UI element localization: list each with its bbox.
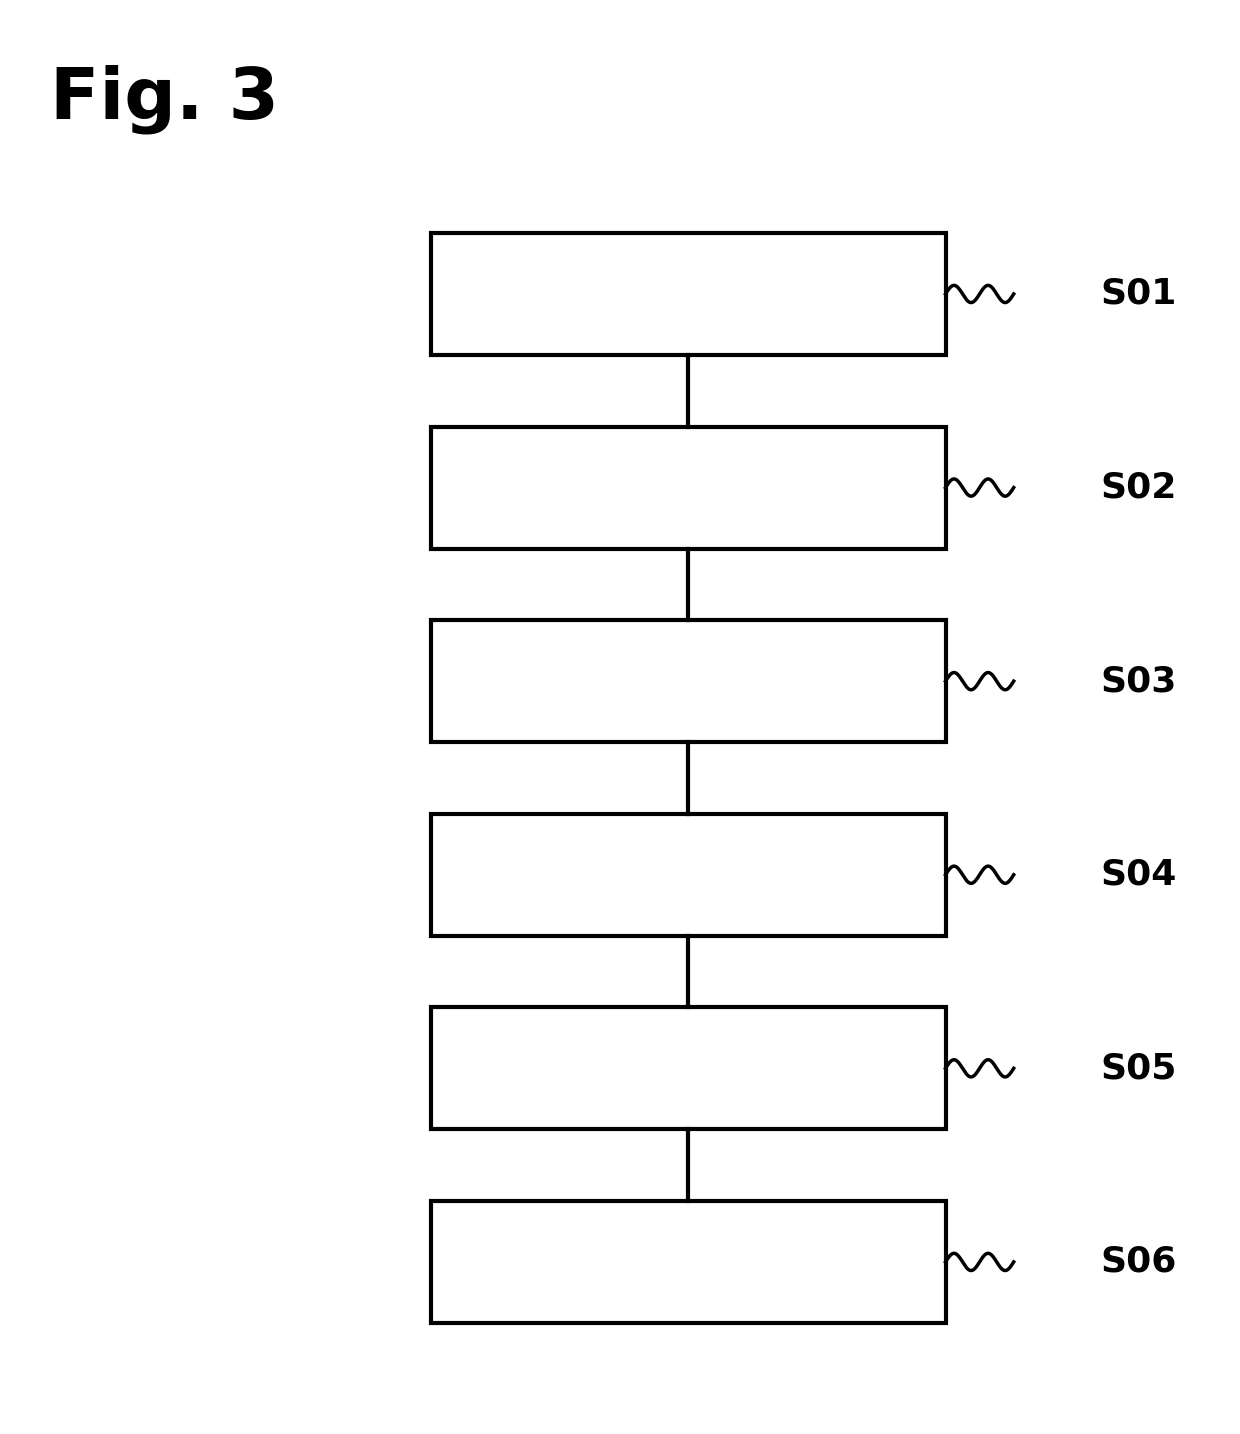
Text: S02: S02 (1101, 470, 1177, 505)
FancyBboxPatch shape (432, 1007, 945, 1130)
Text: S05: S05 (1101, 1051, 1177, 1086)
Text: S01: S01 (1101, 277, 1177, 311)
FancyBboxPatch shape (432, 815, 945, 935)
Text: Fig. 3: Fig. 3 (50, 65, 279, 133)
FancyBboxPatch shape (432, 232, 945, 356)
FancyBboxPatch shape (432, 1202, 945, 1322)
Text: S04: S04 (1101, 858, 1177, 892)
FancyBboxPatch shape (432, 427, 945, 548)
Text: S06: S06 (1101, 1245, 1177, 1279)
FancyBboxPatch shape (432, 619, 945, 743)
Text: S03: S03 (1101, 664, 1177, 698)
